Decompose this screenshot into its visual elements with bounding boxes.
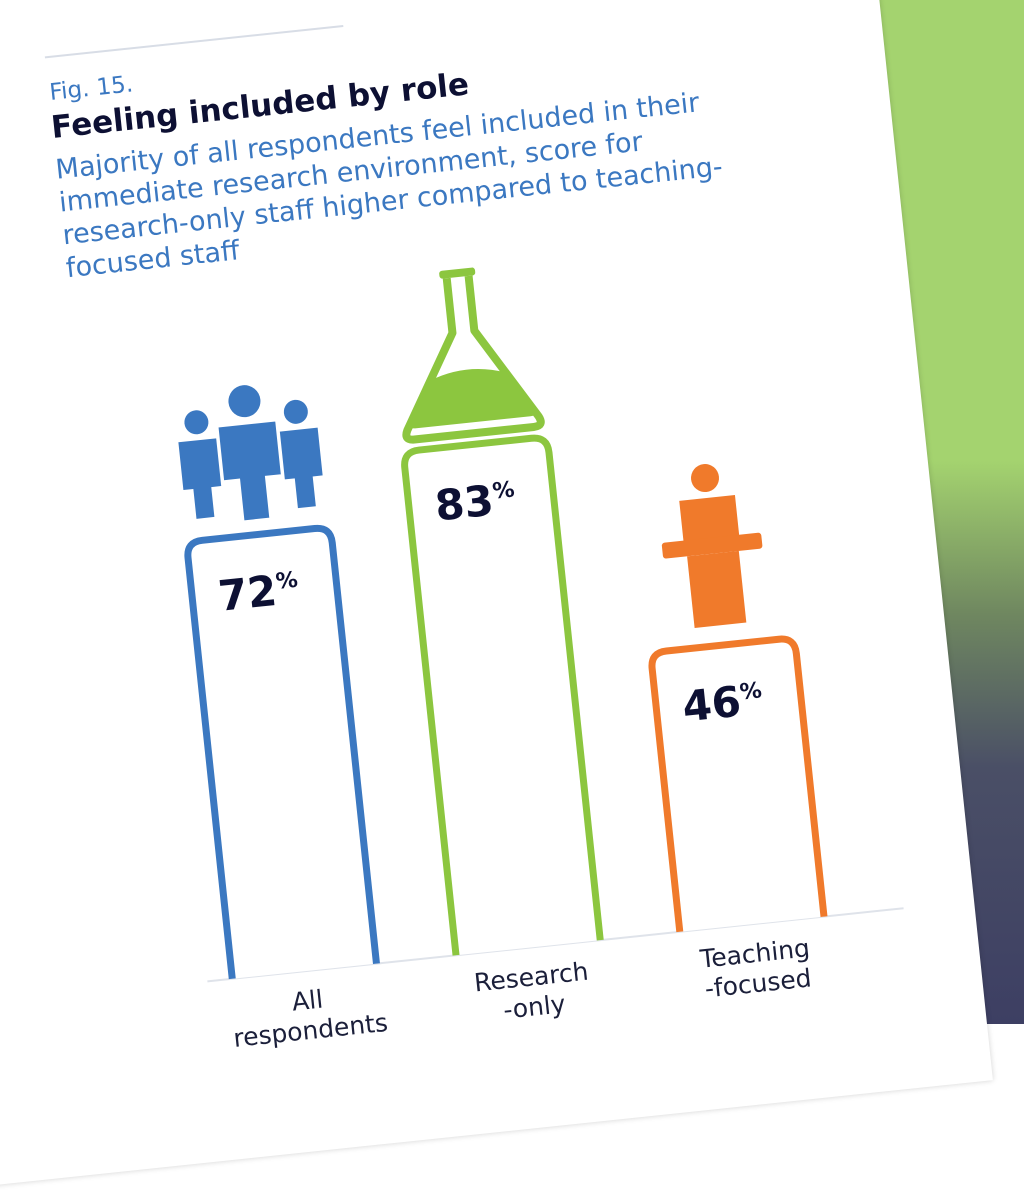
person-head — [184, 410, 209, 435]
person-head — [228, 385, 261, 418]
lecturer-head — [691, 464, 720, 493]
person-body — [279, 427, 323, 509]
people-group-icon — [178, 385, 323, 524]
value-unit: % — [274, 568, 299, 595]
person-body — [178, 438, 222, 519]
lecturer-body — [679, 495, 740, 547]
person-body — [215, 418, 285, 524]
bars-layer: 72%Allrespondents83%Research-only46%Teac… — [178, 267, 828, 1053]
flask-icon — [402, 267, 545, 444]
bar-chart: 72%Allrespondents83%Research-only46%Teac… — [178, 267, 904, 1053]
value-label: 83% — [433, 473, 518, 530]
flask-outline — [402, 275, 545, 444]
flask-rim — [439, 267, 476, 279]
bar — [184, 524, 380, 980]
bar — [648, 635, 828, 933]
podium-top — [661, 532, 763, 559]
figure-content: Fig. 15. Feeling included by role Majori… — [44, 24, 904, 1053]
value-unit: % — [491, 477, 516, 504]
category-label: All — [291, 985, 325, 1017]
value-unit: % — [739, 678, 764, 705]
category-label: -only — [502, 989, 567, 1024]
person-head — [283, 399, 308, 424]
bar-group: 46%Teaching-focused — [648, 464, 828, 1003]
flask-liquid — [410, 369, 536, 429]
lecturer-podium-icon — [661, 464, 763, 628]
bar-group: 83% Research-only — [401, 267, 604, 1025]
podium-stand — [687, 550, 747, 628]
category-label: Research — [473, 957, 590, 998]
bar — [401, 434, 604, 956]
value-label: 46% — [680, 674, 765, 731]
